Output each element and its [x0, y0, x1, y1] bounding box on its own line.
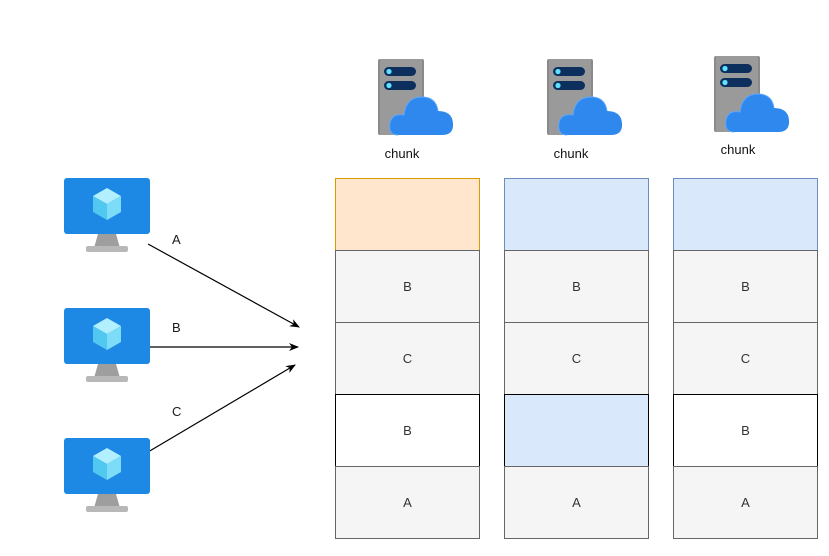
chunk-label: chunk [553, 146, 589, 161]
virtual-machine-icon [64, 438, 150, 521]
server-cloud-icon [545, 57, 625, 142]
chunk-label: chunk [720, 142, 756, 157]
chunk-cell [673, 178, 818, 251]
chunk-cell: C [335, 322, 480, 395]
server-cloud-icon [376, 57, 456, 142]
chunk-cell: C [673, 322, 818, 395]
chunk-cell: B [335, 394, 480, 467]
chunk-cell: B [673, 394, 818, 467]
chunk-cell: B [504, 250, 649, 323]
virtual-machine-icon [64, 308, 150, 391]
chunk-cell [504, 394, 649, 467]
client-vm-3 [64, 438, 150, 521]
client-vm-2 [64, 308, 150, 391]
arrow-c [147, 364, 296, 453]
arrow-label-b: B [172, 320, 181, 335]
chunk-cell: B [673, 250, 818, 323]
chunk-label: chunk [384, 146, 420, 161]
chunk-cell: C [504, 322, 649, 395]
arrow-label-a: A [172, 232, 181, 247]
chunk-cell: A [504, 466, 649, 539]
server-cloud-icon [712, 54, 792, 139]
chunk-cell: A [335, 466, 480, 539]
arrow-a [147, 243, 300, 328]
chunk-cell: B [335, 250, 480, 323]
arrow-label-c: C [172, 404, 182, 419]
chunk-cell [335, 178, 480, 251]
virtual-machine-icon [64, 178, 150, 261]
client-vm-1 [64, 178, 150, 261]
chunk-cell: A [673, 466, 818, 539]
chunk-cell [504, 178, 649, 251]
